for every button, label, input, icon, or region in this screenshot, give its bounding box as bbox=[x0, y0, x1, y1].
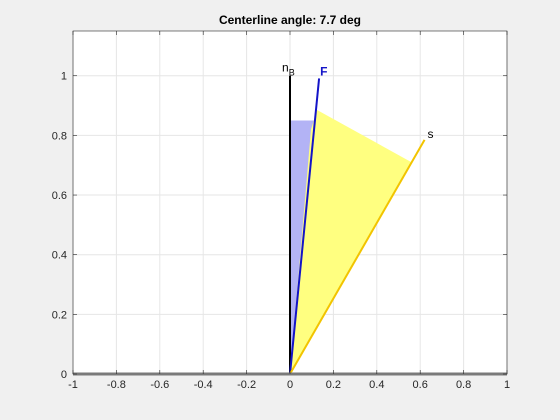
x-tick-label: 0.4 bbox=[369, 379, 384, 391]
x-tick-label: -0.6 bbox=[150, 379, 169, 391]
y-tick-label: 0.4 bbox=[52, 250, 67, 262]
x-tick-labels: -1 -0.8 -0.6 -0.4 -0.2 0 0.2 0.4 0.6 0.8 1 bbox=[68, 379, 510, 391]
y-tick-label: 0.6 bbox=[52, 190, 67, 202]
y-tick-label: 0.8 bbox=[52, 130, 67, 142]
tick-marks bbox=[72, 31, 508, 375]
y-tick-labels: 0 0.2 0.4 0.6 0.8 1 bbox=[52, 71, 67, 381]
series-lines bbox=[289, 75, 426, 375]
y-tick-label: 0.2 bbox=[52, 309, 67, 321]
x-tick-label: 0.2 bbox=[326, 379, 341, 391]
x-tick-label: 0.6 bbox=[413, 379, 428, 391]
x-tick-label: 0.8 bbox=[456, 379, 471, 391]
x-tick-label: 0 bbox=[287, 379, 293, 391]
x-tick-label: -1 bbox=[68, 379, 78, 391]
series-line-s bbox=[289, 139, 426, 375]
chart-title: Centerline angle: 7.7 deg bbox=[219, 13, 361, 27]
area-fill-1 bbox=[290, 110, 412, 374]
x-tick-label: -0.8 bbox=[107, 379, 126, 391]
series-line-F bbox=[289, 78, 321, 375]
series-label-s: s bbox=[428, 127, 434, 141]
series-labels: nB Fs bbox=[282, 61, 434, 141]
y-tick-label: 0 bbox=[61, 369, 67, 381]
y-tick-label: 1 bbox=[61, 71, 67, 83]
area-fill-0 bbox=[290, 120, 316, 374]
series-label-F: F bbox=[320, 64, 327, 78]
x-tick-label: -0.2 bbox=[237, 379, 256, 391]
x-tick-label: -0.4 bbox=[194, 379, 213, 391]
filled-areas bbox=[290, 110, 412, 374]
x-tick-label: 1 bbox=[504, 379, 510, 391]
series-label-n: nB bbox=[282, 61, 295, 78]
